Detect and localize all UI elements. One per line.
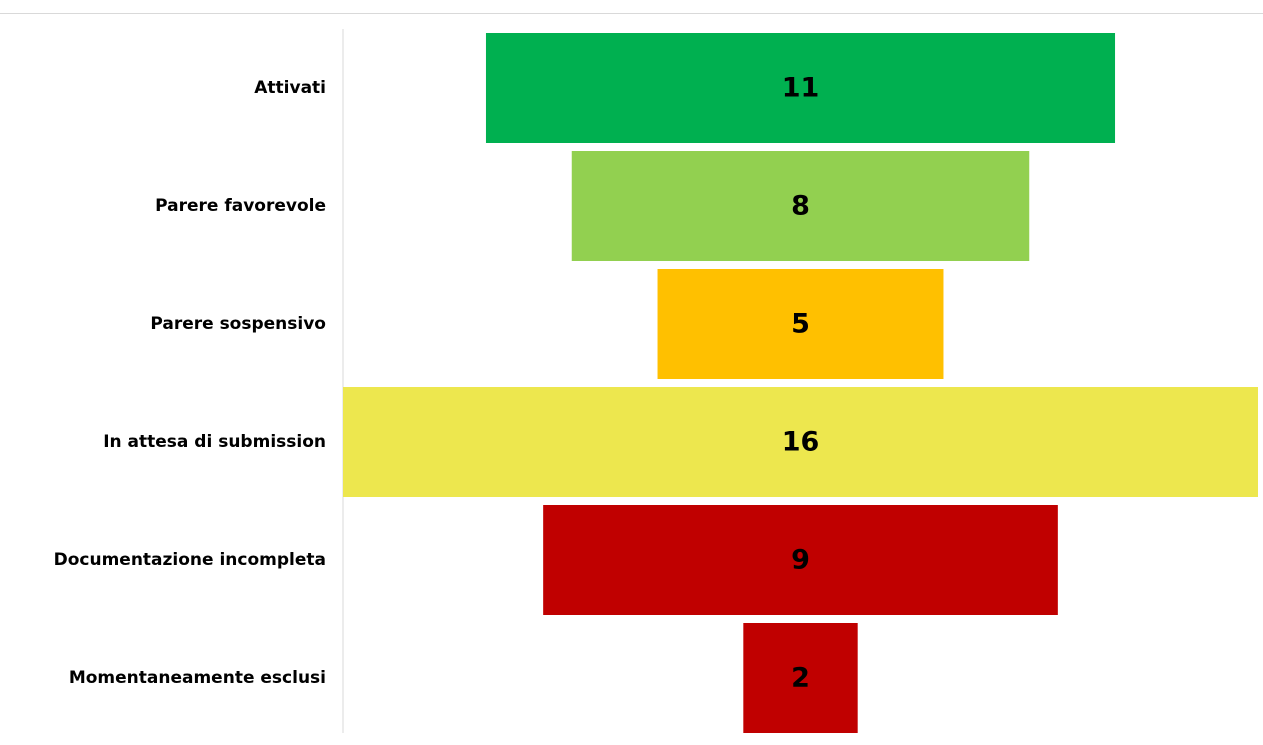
data-label-3: 5 bbox=[791, 309, 810, 340]
category-label-1: Attivati bbox=[254, 78, 326, 98]
category-label-3: Parere sospensivo bbox=[150, 314, 326, 334]
funnel-bar-3 bbox=[657, 269, 944, 379]
data-label-2: 8 bbox=[791, 191, 810, 222]
funnel-bar-6 bbox=[743, 623, 858, 733]
category-label-5: Documentazione incompleta bbox=[54, 550, 326, 570]
funnel-bar-1 bbox=[485, 33, 1116, 143]
data-label-6: 2 bbox=[791, 663, 810, 694]
funnel-bar-4 bbox=[343, 387, 1258, 497]
category-label-2: Parere favorevole bbox=[155, 196, 326, 216]
funnel-bar-2 bbox=[571, 151, 1030, 261]
data-label-1: 11 bbox=[782, 73, 820, 104]
category-label-6: Momentaneamente esclusi bbox=[69, 668, 326, 688]
category-label-4: In attesa di submission bbox=[103, 432, 326, 452]
data-label-4: 16 bbox=[782, 427, 820, 458]
labels-group: 11 Attivati 8 Parere favorevole 5 Parere sosp… bbox=[54, 73, 820, 694]
top-border-line bbox=[0, 13, 1263, 14]
bars-group bbox=[343, 33, 1258, 733]
funnel-bar-5 bbox=[543, 505, 1058, 615]
data-label-5: 9 bbox=[791, 545, 810, 576]
